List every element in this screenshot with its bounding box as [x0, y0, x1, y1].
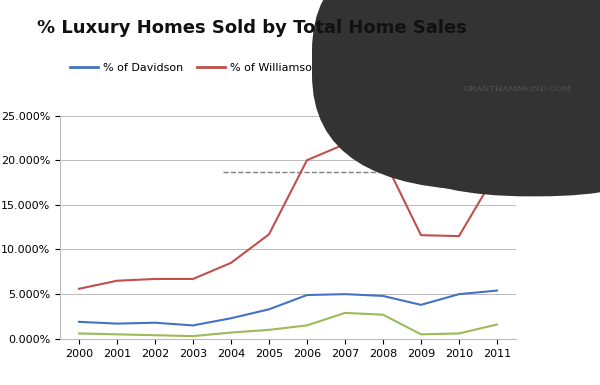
Text: % Luxury Homes Sold by Total Home Sales: % Luxury Homes Sold by Total Home Sales [37, 19, 467, 37]
Legend: % of Davidson, % of Williamson, % of Sumner: % of Davidson, % of Williamson, % of Sum… [65, 59, 442, 77]
Text: GRANTHAMMOND.COM: GRANTHAMMOND.COM [463, 85, 571, 93]
